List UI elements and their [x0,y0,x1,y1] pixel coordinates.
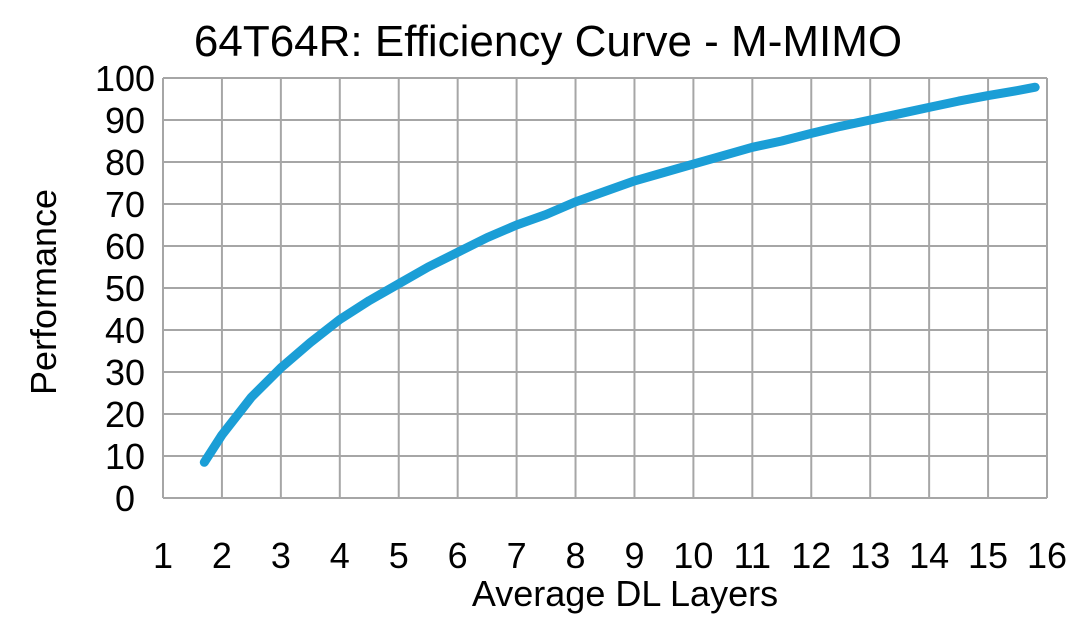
y-tick-label-0: 0 [115,478,135,519]
x-tick-label-6: 7 [507,535,527,576]
series-line-0 [199,82,1040,467]
y-tick-label-6: 60 [105,226,145,267]
x-tick-label-4: 5 [389,535,409,576]
x-tick-label-14: 15 [968,535,1008,576]
y-tick-label-5: 50 [105,268,145,309]
y-tick-label-8: 80 [105,142,145,183]
y-axis-label: Performance [23,189,64,395]
x-tick-label-7: 8 [566,535,586,576]
series-layer [199,82,1040,467]
y-tick-label-1: 10 [105,436,145,477]
x-axis-label: Average DL Layers [472,573,778,614]
y-tick-label-3: 30 [105,352,145,393]
x-tick-label-15: 16 [1027,535,1067,576]
chart-title: 64T64R: Efficiency Curve - M-MIMO [194,17,902,66]
x-tick-labels: 1 2 3 4 5 6 7 8 9 10 11 12 13 14 15 16 [153,535,1067,576]
x-tick-label-1: 2 [212,535,232,576]
x-tick-label-3: 4 [330,535,350,576]
x-tick-label-0: 1 [153,535,173,576]
x-tick-label-9: 10 [673,535,713,576]
x-tick-label-2: 3 [271,535,291,576]
y-tick-label-4: 40 [105,310,145,351]
x-tick-label-5: 6 [448,535,468,576]
y-tick-label-7: 70 [105,184,145,225]
x-tick-label-13: 14 [909,535,949,576]
y-tick-label-10: 100 [95,58,155,99]
grid-lines [162,77,1048,499]
y-tick-label-9: 90 [105,100,145,141]
x-tick-label-8: 9 [624,535,644,576]
x-tick-label-10: 11 [734,535,771,576]
x-tick-label-11: 12 [791,535,831,576]
y-tick-label-2: 20 [105,394,145,435]
x-tick-label-12: 13 [850,535,890,576]
